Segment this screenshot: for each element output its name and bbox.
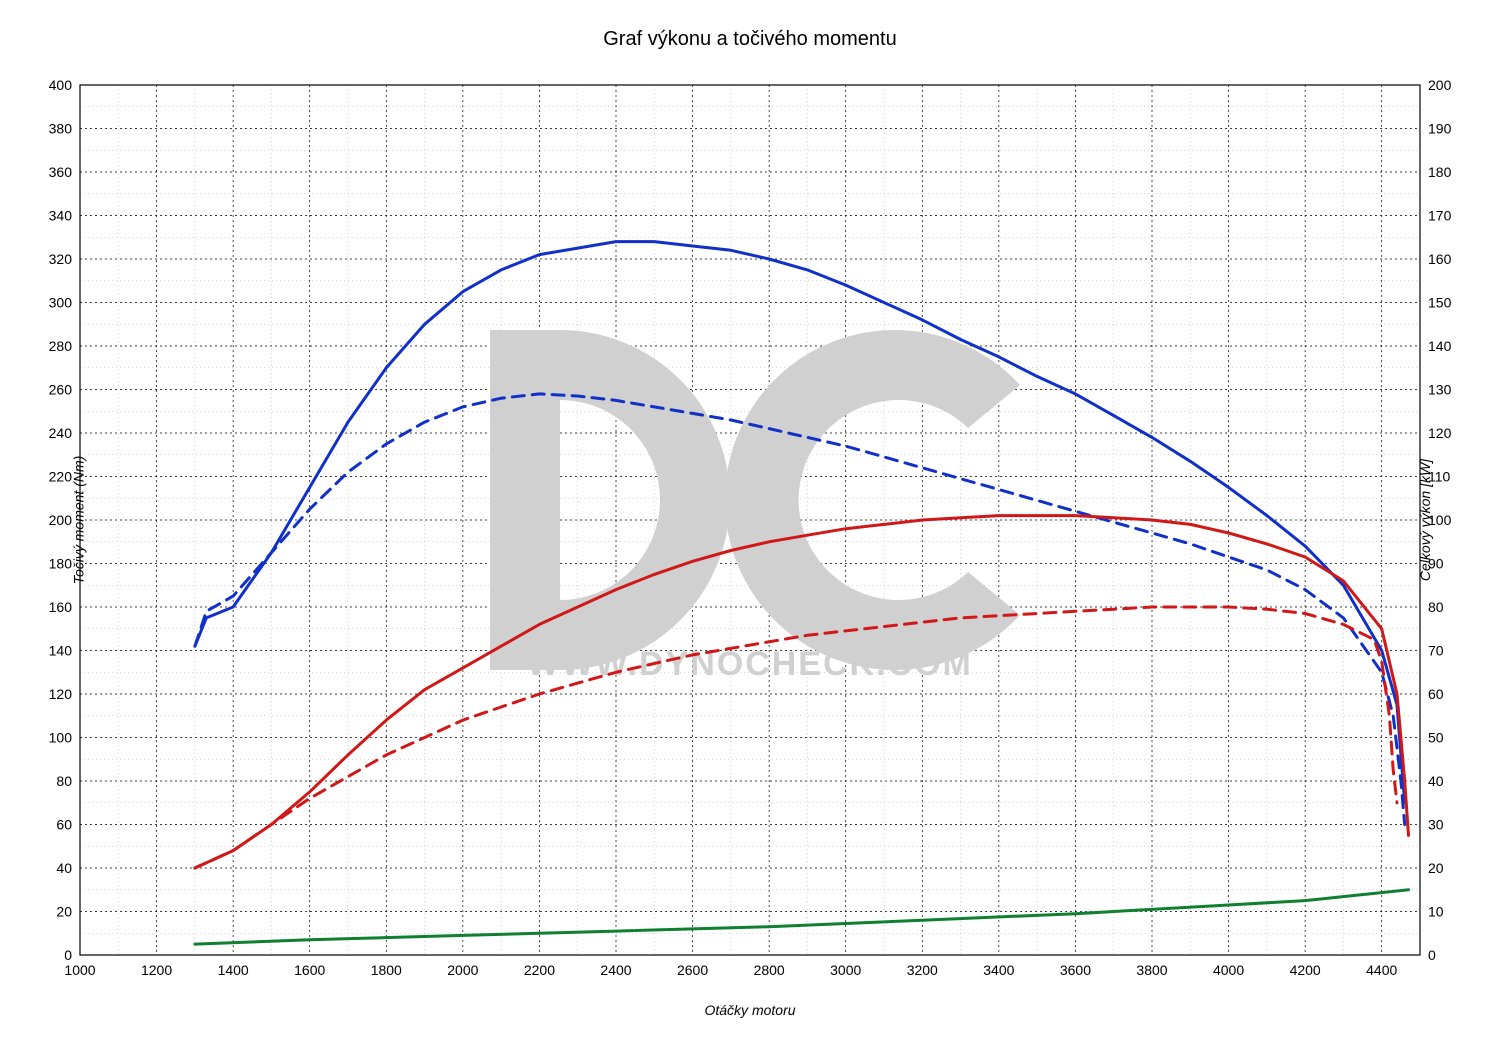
- y-left-tick-label: 240: [49, 425, 73, 441]
- y-right-tick-label: 120: [1428, 425, 1452, 441]
- y-right-tick-label: 30: [1428, 817, 1444, 833]
- y-left-tick-label: 100: [49, 730, 73, 746]
- chart-svg: WWW.DYNOCHECK.COM10001200140016001800200…: [0, 0, 1500, 1040]
- y-left-tick-label: 160: [49, 599, 73, 615]
- y-left-tick-label: 300: [49, 295, 73, 311]
- y-axis-right-label: Celkový výkon [kW]: [1417, 459, 1433, 581]
- y-right-tick-label: 180: [1428, 164, 1452, 180]
- x-tick-label: 3200: [907, 962, 938, 978]
- y-right-tick-label: 60: [1428, 686, 1444, 702]
- x-tick-label: 3000: [830, 962, 861, 978]
- x-tick-label: 1000: [64, 962, 95, 978]
- dyno-chart: Graf výkonu a točivého momentu Točivý mo…: [0, 0, 1500, 1040]
- watermark-d-bowl: [560, 330, 730, 670]
- x-tick-label: 1400: [218, 962, 249, 978]
- x-tick-label: 2000: [447, 962, 478, 978]
- x-tick-label: 2200: [524, 962, 555, 978]
- y-right-tick-label: 190: [1428, 121, 1452, 137]
- x-tick-label: 3800: [1136, 962, 1167, 978]
- y-right-tick-label: 80: [1428, 599, 1444, 615]
- y-left-tick-label: 120: [49, 686, 73, 702]
- y-left-tick-label: 280: [49, 338, 73, 354]
- y-left-tick-label: 180: [49, 556, 73, 572]
- x-tick-label: 4400: [1366, 962, 1397, 978]
- x-tick-label: 1200: [141, 962, 172, 978]
- y-right-tick-label: 130: [1428, 382, 1452, 398]
- y-right-tick-label: 170: [1428, 208, 1452, 224]
- x-tick-label: 1800: [371, 962, 402, 978]
- y-left-tick-label: 220: [49, 469, 73, 485]
- x-tick-label: 3400: [983, 962, 1014, 978]
- y-left-tick-label: 340: [49, 208, 73, 224]
- x-tick-label: 2400: [600, 962, 631, 978]
- y-right-tick-label: 50: [1428, 730, 1444, 746]
- y-left-tick-label: 200: [49, 512, 73, 528]
- y-axis-left-label: Točivý moment (Nm): [70, 456, 86, 585]
- y-left-tick-label: 80: [56, 773, 72, 789]
- y-left-tick-label: 400: [49, 77, 73, 93]
- y-right-tick-label: 140: [1428, 338, 1452, 354]
- y-left-tick-label: 140: [49, 643, 73, 659]
- x-tick-label: 2800: [754, 962, 785, 978]
- y-left-tick-label: 0: [64, 947, 72, 963]
- y-left-tick-label: 40: [56, 860, 72, 876]
- y-left-tick-label: 20: [56, 904, 72, 920]
- x-tick-label: 2600: [677, 962, 708, 978]
- y-right-tick-label: 200: [1428, 77, 1452, 93]
- y-right-tick-label: 10: [1428, 904, 1444, 920]
- y-right-tick-label: 20: [1428, 860, 1444, 876]
- x-tick-label: 4200: [1290, 962, 1321, 978]
- y-right-tick-label: 150: [1428, 295, 1452, 311]
- x-tick-label: 1600: [294, 962, 325, 978]
- x-axis-label: Otáčky motoru: [0, 1002, 1500, 1018]
- y-left-tick-label: 320: [49, 251, 73, 267]
- y-left-tick-label: 380: [49, 121, 73, 137]
- y-right-tick-label: 160: [1428, 251, 1452, 267]
- y-left-tick-label: 60: [56, 817, 72, 833]
- x-tick-label: 3600: [1060, 962, 1091, 978]
- series-losses: [195, 890, 1409, 944]
- y-right-tick-label: 0: [1428, 947, 1436, 963]
- y-left-tick-label: 260: [49, 382, 73, 398]
- y-right-tick-label: 70: [1428, 643, 1444, 659]
- x-tick-label: 4000: [1213, 962, 1244, 978]
- chart-title: Graf výkonu a točivého momentu: [0, 28, 1500, 51]
- y-right-tick-label: 40: [1428, 773, 1444, 789]
- y-left-tick-label: 360: [49, 164, 73, 180]
